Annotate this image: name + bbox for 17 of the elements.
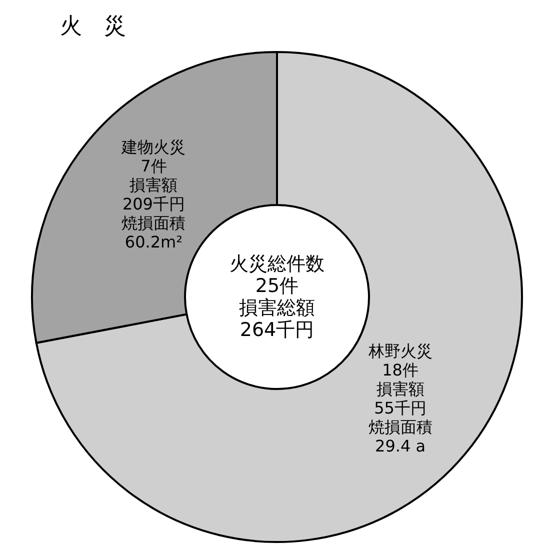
- slice-label: 建物火災: [120, 138, 186, 157]
- text: 損害総額: [239, 297, 315, 319]
- text: 損害額: [130, 176, 178, 195]
- text: 損害額: [376, 379, 424, 398]
- text: 火災総件数: [230, 253, 324, 275]
- slice-label: 林野火災: [367, 341, 432, 360]
- text: 29.4 a: [375, 436, 426, 456]
- chart-title: 火 災: [60, 14, 126, 39]
- text: 60.2m²: [124, 232, 183, 252]
- text: 264千円: [240, 319, 314, 341]
- text: 55千円: [374, 398, 426, 418]
- text: 25件: [255, 275, 299, 297]
- data-label: 7件: [140, 156, 167, 176]
- text: 209千円: [122, 194, 185, 214]
- data-label: 18件: [382, 360, 418, 380]
- text: 焼損面積: [368, 417, 432, 436]
- text: 焼損面積: [122, 214, 186, 233]
